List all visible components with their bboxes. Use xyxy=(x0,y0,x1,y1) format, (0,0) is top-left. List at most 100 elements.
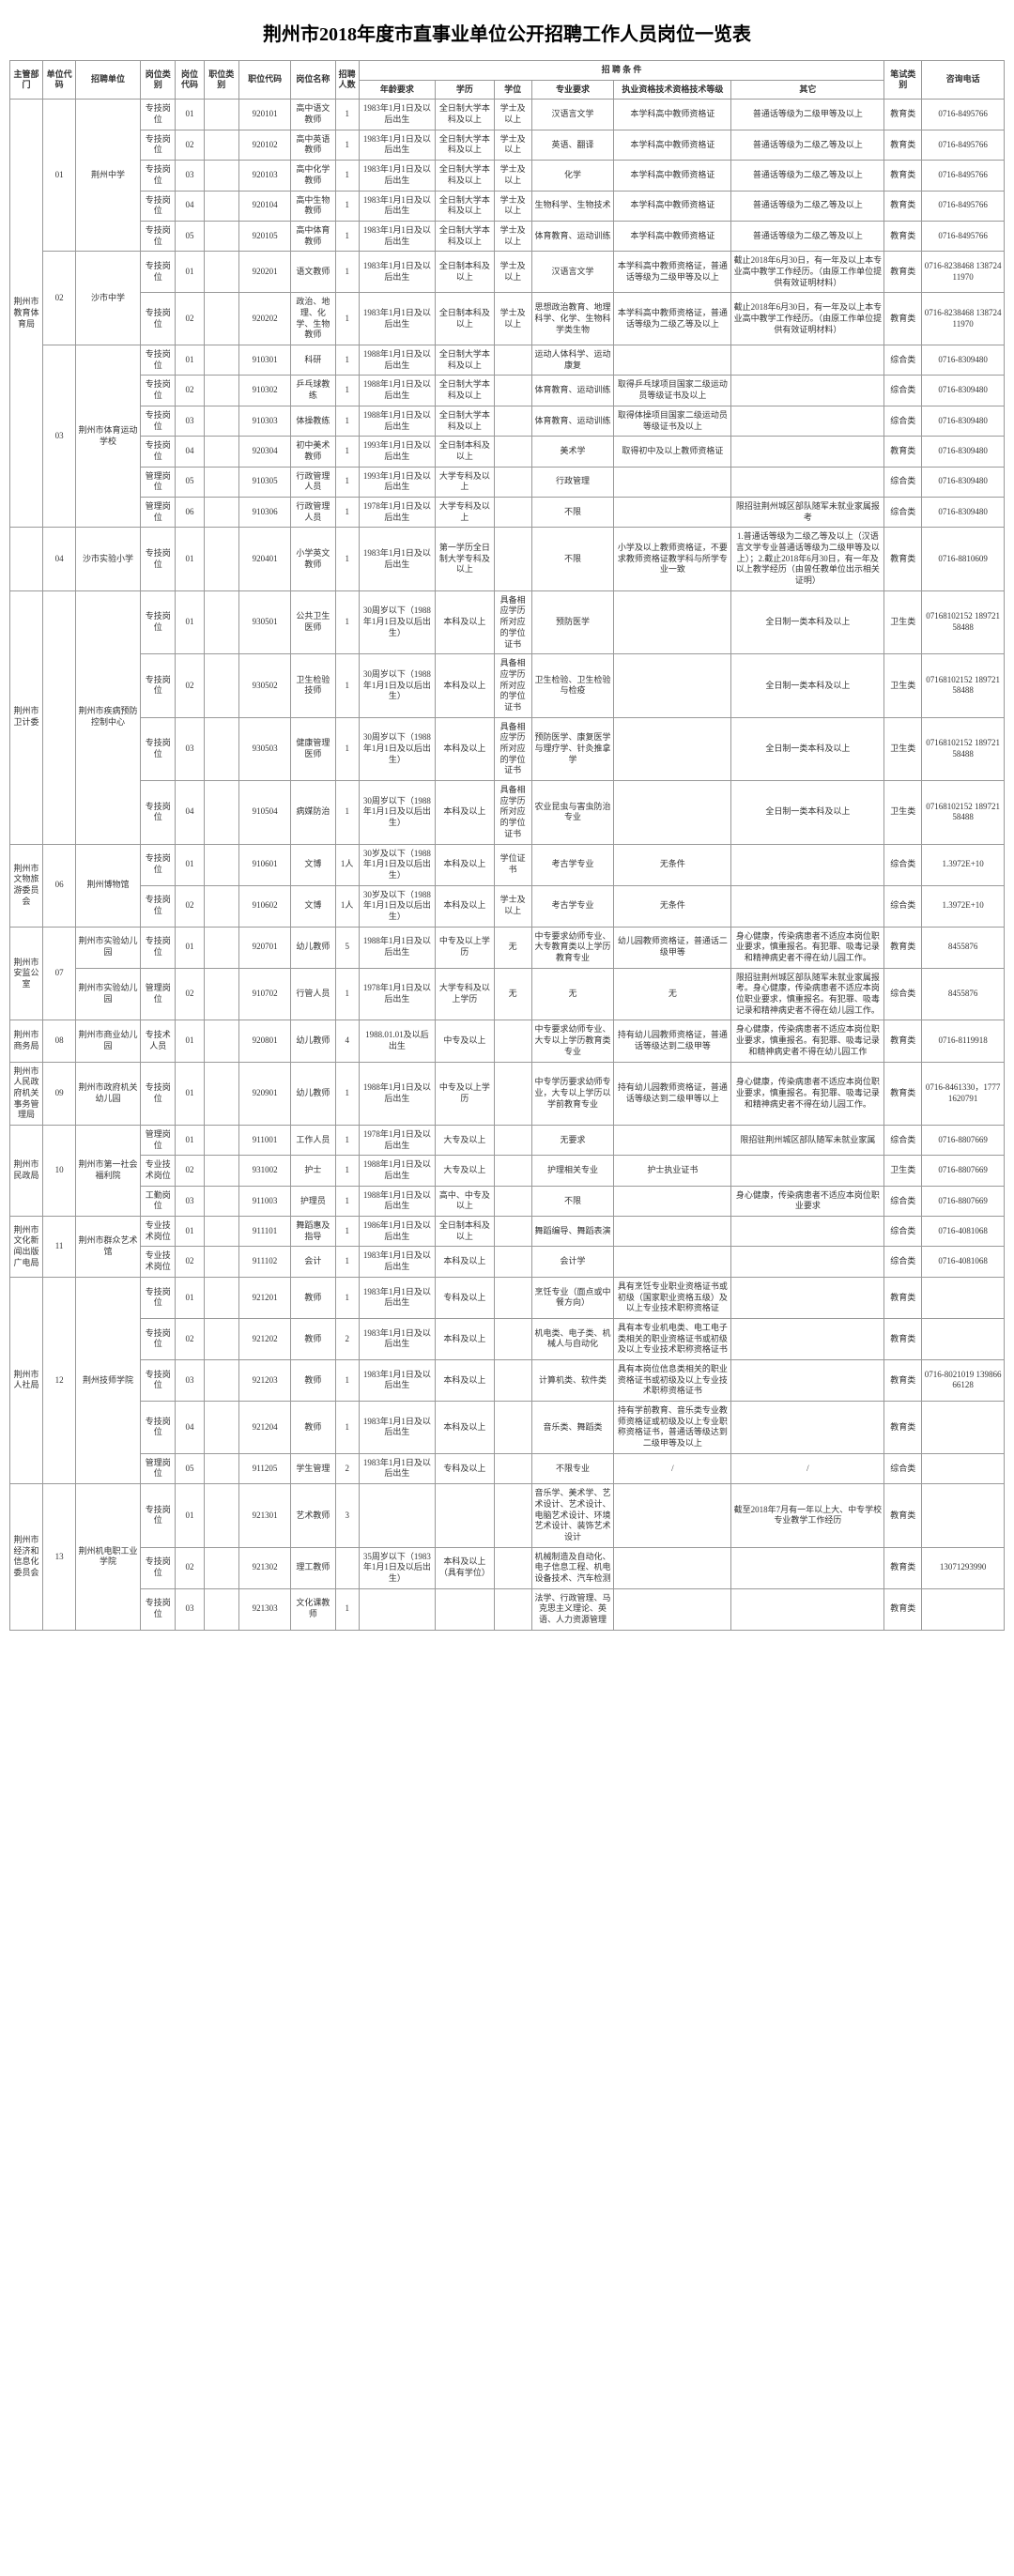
cell-jcode: 921301 xyxy=(239,1484,291,1547)
cell-jcode: 931002 xyxy=(239,1156,291,1186)
cell-cert xyxy=(614,1125,731,1155)
cell-num: 1 xyxy=(335,781,359,844)
cell-deg xyxy=(494,406,531,436)
table-row: 专技岗位04910504病媒防治130周岁以下（1988年1月1日及以后出生）本… xyxy=(10,781,1005,844)
cell-ptype: 专技术人员 xyxy=(140,1020,176,1062)
cell-other: 全日制一类本科及以上 xyxy=(731,654,884,717)
cell-dept: 荆州市卫计委 xyxy=(10,590,43,844)
cell-exam: 教育类 xyxy=(884,100,922,130)
cell-cert: / xyxy=(614,1453,731,1483)
cell-other xyxy=(731,1156,884,1186)
cell-jtype xyxy=(204,1247,239,1277)
cell-jname: 高中化学教师 xyxy=(291,161,336,191)
cell-jtype xyxy=(204,1588,239,1630)
cell-other: 截止2018年6月30日，有一年及以上本专业高中教学工作经历。（由原工作单位提供… xyxy=(731,252,884,293)
cell-tel: 0716-8807669 xyxy=(922,1156,1005,1186)
cell-exam: 综合类 xyxy=(884,376,922,406)
cell-jname: 病媒防治 xyxy=(291,781,336,844)
cell-deg: 学士及以上 xyxy=(494,191,531,221)
cell-major: 卫生检验、卫生检验与检疫 xyxy=(531,654,614,717)
table-row: 专技岗位05920105高中体育教师11983年1月1日及以后出生全日制大学本科… xyxy=(10,221,1005,251)
cell-jname: 文化课教师 xyxy=(291,1588,336,1630)
cell-exam: 教育类 xyxy=(884,1547,922,1588)
th-ucode: 单位代码 xyxy=(43,61,76,100)
table-row: 荆州市经济和信息化委员会13荆州机电职工业学院专技岗位01921301艺术教师3… xyxy=(10,1484,1005,1547)
table-row: 荆州市商务局08荆州市商业幼儿园专技术人员01920801幼儿教师41988.0… xyxy=(10,1020,1005,1062)
cell-major: 不限 xyxy=(531,1186,614,1216)
cell-jcode: 910303 xyxy=(239,406,291,436)
cell-edu: 大专及以上 xyxy=(436,1156,495,1186)
cell-exam: 综合类 xyxy=(884,1217,922,1247)
cell-jname: 卫生检验技师 xyxy=(291,654,336,717)
cell-pcode: 01 xyxy=(176,1125,204,1155)
cell-num: 1 xyxy=(335,406,359,436)
cell-jtype xyxy=(204,1402,239,1454)
cell-pcode: 04 xyxy=(176,1402,204,1454)
cell-age: 1983年1月1日及以后出生 xyxy=(359,1318,435,1359)
cell-age: 30岁及以下（1988年1月1日及以后出生） xyxy=(359,885,435,927)
cell-deg xyxy=(494,1402,531,1454)
cell-dept: 荆州市民政局 xyxy=(10,1125,43,1216)
cell-jcode: 910301 xyxy=(239,345,291,376)
cell-age: 1988年1月1日及以后出生 xyxy=(359,1186,435,1216)
cell-num: 1 xyxy=(335,654,359,717)
cell-pcode: 04 xyxy=(176,437,204,467)
cell-pcode: 02 xyxy=(176,885,204,927)
cell-jtype xyxy=(204,467,239,497)
cell-jname: 艺术教师 xyxy=(291,1484,336,1547)
cell-deg: 学士及以上 xyxy=(494,252,531,293)
cell-other: 全日制一类本科及以上 xyxy=(731,717,884,780)
cell-deg xyxy=(494,1359,531,1401)
cell-cert xyxy=(614,1217,731,1247)
cell-other xyxy=(731,1247,884,1277)
cell-cert: 具有本专业机电类、电工电子类相关的职业资格证书或初级及以上专业技术职称资格证书 xyxy=(614,1318,731,1359)
cell-tel xyxy=(922,1402,1005,1454)
cell-other: 全日制一类本科及以上 xyxy=(731,781,884,844)
cell-num: 1人 xyxy=(335,885,359,927)
cell-tel: 0716-8495766 xyxy=(922,221,1005,251)
table-row: 专技岗位02910302乒乓球教练11988年1月1日及以后出生全日制大学本科及… xyxy=(10,376,1005,406)
cell-exam: 卫生类 xyxy=(884,654,922,717)
cell-exam: 教育类 xyxy=(884,221,922,251)
table-row: 专技岗位02921302理工教师35周岁以下（1983年1月1日及以后出生）本科… xyxy=(10,1547,1005,1588)
cell-ptype: 专技岗位 xyxy=(140,293,176,345)
cell-ptype: 管理岗位 xyxy=(140,1453,176,1483)
cell-tel: 0716-8309480 xyxy=(922,345,1005,376)
cell-edu: 全日制本科及以上 xyxy=(436,1217,495,1247)
cell-num: 1 xyxy=(335,1588,359,1630)
cell-age: 1983年1月1日及以后出生 xyxy=(359,1247,435,1277)
th-num: 招聘人数 xyxy=(335,61,359,100)
table-row: 02沙市中学专技岗位01920201语文教师11983年1月1日及以后出生全日制… xyxy=(10,252,1005,293)
cell-cert xyxy=(614,590,731,653)
cell-ucode: 02 xyxy=(43,252,76,345)
cell-jtype xyxy=(204,1359,239,1401)
cell-jcode: 920105 xyxy=(239,221,291,251)
cell-age: 1993年1月1日及以后出生 xyxy=(359,437,435,467)
cell-tel: 0716-8119918 xyxy=(922,1020,1005,1062)
cell-major: 体育教育、运动训练 xyxy=(531,376,614,406)
cell-other: 普通话等级为二级乙等及以上 xyxy=(731,130,884,160)
cell-unit: 荆州技师学院 xyxy=(76,1277,141,1483)
cell-exam: 综合类 xyxy=(884,1453,922,1483)
cell-major: 无 xyxy=(531,968,614,1020)
cell-unit: 沙市实验小学 xyxy=(76,528,141,590)
cell-edu: 大学专科及以上 xyxy=(436,497,495,527)
table-row: 荆州市教育体育局01荆州中学专技岗位01920101高中语文教师11983年1月… xyxy=(10,100,1005,130)
cell-jname: 会计 xyxy=(291,1247,336,1277)
cell-jtype xyxy=(204,345,239,376)
cell-jtype xyxy=(204,1277,239,1318)
cell-num: 1 xyxy=(335,528,359,590)
cell-cert: 取得乒乓球项目国家二级运动员等级证书及以上 xyxy=(614,376,731,406)
cell-jtype xyxy=(204,100,239,130)
cell-dept xyxy=(10,528,43,590)
cell-unit: 荆州市第一社会福利院 xyxy=(76,1125,141,1216)
cell-other xyxy=(731,467,884,497)
cell-tel: 0716-8309480 xyxy=(922,437,1005,467)
th-other: 其它 xyxy=(731,80,884,100)
cell-pcode: 02 xyxy=(176,1156,204,1186)
cell-jname: 护士 xyxy=(291,1156,336,1186)
cell-jtype xyxy=(204,1125,239,1155)
cell-edu: 本科及以上 xyxy=(436,1318,495,1359)
table-row: 专技岗位04920304初中美术教师11993年1月1日及以后出生全日制本科及以… xyxy=(10,437,1005,467)
cell-edu: 本科及以上 xyxy=(436,1247,495,1277)
